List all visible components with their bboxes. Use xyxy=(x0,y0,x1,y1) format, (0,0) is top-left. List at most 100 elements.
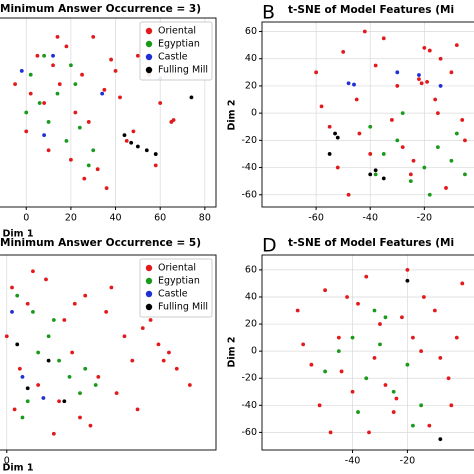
point xyxy=(301,342,306,347)
point xyxy=(454,335,459,340)
point xyxy=(389,118,394,122)
point xyxy=(113,69,118,73)
point xyxy=(114,391,119,396)
point xyxy=(122,133,127,138)
point xyxy=(381,36,386,41)
point xyxy=(317,403,322,408)
x-tick-label: -20 xyxy=(417,213,433,224)
point xyxy=(433,97,438,102)
point xyxy=(148,318,153,322)
point xyxy=(46,120,51,124)
point xyxy=(55,91,60,96)
point xyxy=(383,315,388,320)
point xyxy=(67,374,72,379)
point xyxy=(62,318,67,322)
point xyxy=(102,87,107,92)
point xyxy=(167,350,171,355)
legend-label: Oriental xyxy=(158,263,196,274)
point xyxy=(104,186,109,191)
point xyxy=(174,366,179,371)
point xyxy=(129,140,134,145)
point xyxy=(460,281,465,286)
point xyxy=(463,172,467,177)
legend-marker xyxy=(145,27,153,35)
point xyxy=(438,56,443,61)
point xyxy=(153,163,158,168)
point xyxy=(295,308,300,313)
point xyxy=(367,430,371,435)
point xyxy=(189,95,194,100)
point xyxy=(454,43,459,48)
point xyxy=(31,269,35,274)
point xyxy=(327,124,332,129)
point xyxy=(17,366,22,371)
point xyxy=(86,163,91,168)
x-tick-label: 20 xyxy=(65,213,77,224)
point xyxy=(68,157,73,162)
point xyxy=(187,383,192,387)
y-tick-label: 40 xyxy=(245,291,257,302)
point xyxy=(28,91,33,96)
point xyxy=(51,431,56,436)
point xyxy=(435,111,440,116)
point xyxy=(42,53,47,58)
point xyxy=(419,403,424,408)
point xyxy=(57,82,62,87)
point xyxy=(372,308,377,313)
y-axis-label: Dim 2 xyxy=(227,100,238,131)
point xyxy=(405,267,410,272)
point xyxy=(356,301,360,306)
point xyxy=(378,342,382,347)
point xyxy=(427,423,432,428)
y-tick-label: 20 xyxy=(245,80,257,91)
point xyxy=(25,399,30,404)
point xyxy=(383,383,388,387)
point xyxy=(381,152,386,156)
point xyxy=(73,82,78,87)
point xyxy=(36,383,41,387)
point xyxy=(72,301,77,306)
chart-title: t-SNE of Model Features (Mi xyxy=(288,4,454,16)
point xyxy=(427,192,432,197)
point xyxy=(449,403,454,408)
point xyxy=(13,82,17,87)
point xyxy=(419,81,424,86)
point xyxy=(10,285,14,290)
point xyxy=(95,167,100,172)
point xyxy=(350,335,355,340)
point xyxy=(51,318,56,322)
point xyxy=(82,176,87,181)
x-tick-label: 0 xyxy=(23,213,29,224)
point xyxy=(435,145,440,150)
y-tick-label: -40 xyxy=(241,162,257,173)
point xyxy=(12,407,17,412)
point xyxy=(410,423,415,428)
panel-label: D xyxy=(262,235,277,257)
legend-label: Fulling Mill xyxy=(158,65,208,76)
point xyxy=(323,369,328,374)
y-tick-label: 60 xyxy=(245,26,257,37)
legend-marker xyxy=(145,66,153,74)
point xyxy=(77,125,82,130)
x-axis-label: Dim 1 xyxy=(3,463,34,474)
point xyxy=(372,356,377,360)
point xyxy=(346,81,351,86)
point xyxy=(158,101,163,105)
point xyxy=(391,410,396,414)
point xyxy=(46,358,51,363)
point xyxy=(405,278,410,283)
point xyxy=(345,295,349,299)
point xyxy=(55,35,60,39)
point xyxy=(378,322,382,326)
y-tick-label: 20 xyxy=(245,319,257,330)
legend-label: Oriental xyxy=(158,26,196,37)
point xyxy=(171,118,176,122)
point xyxy=(109,285,114,290)
point xyxy=(24,110,29,115)
plot-area xyxy=(262,255,474,450)
point xyxy=(368,172,373,177)
point xyxy=(394,396,399,401)
point xyxy=(86,120,91,124)
point xyxy=(444,186,448,190)
